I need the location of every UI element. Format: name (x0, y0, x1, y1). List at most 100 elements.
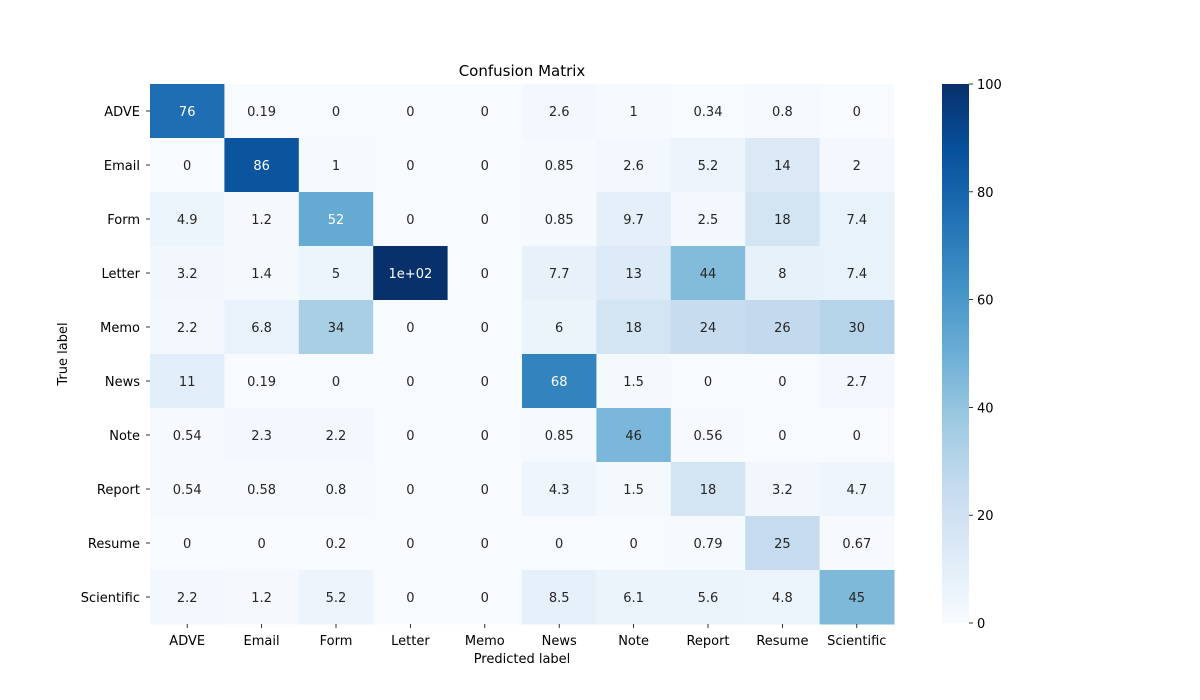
cell-value-label: 0 (406, 105, 414, 120)
heatmap-cell (670, 84, 746, 139)
heatmap-cell (447, 408, 523, 463)
cell-value-label: 26 (774, 321, 791, 336)
cell-value-label: 0 (778, 429, 786, 444)
heatmap-cell (522, 138, 597, 193)
heatmap-cell (298, 84, 374, 139)
heatmap-cell (298, 354, 374, 409)
heatmap-cell (224, 408, 300, 463)
heatmap-cell (596, 192, 672, 247)
heatmap-cell (670, 246, 746, 301)
colorbar-tick-label: 20 (977, 509, 994, 524)
heatmap-cell (670, 570, 746, 625)
heatmap-cell-labels: 76 0.19 0 0 0 2.6 1 0.34 0.8 00 86 1 0 0 0.85 2.6 5.2 14 2… (173, 105, 872, 606)
heatmap-cell (670, 192, 746, 247)
cell-value-label: 68 (551, 375, 568, 390)
cell-value-label: 0 (332, 105, 340, 120)
cell-value-label: 6.8 (251, 321, 272, 336)
cell-value-label: 24 (700, 321, 717, 336)
heatmap-cell (298, 246, 374, 301)
heatmap-cell (373, 192, 449, 247)
heatmap-cell (224, 84, 300, 139)
cell-value-label: 2.3 (251, 429, 272, 444)
cell-value-label: 9.7 (623, 213, 644, 228)
cell-value-label: 2.7 (846, 375, 867, 390)
heatmap-cell (596, 300, 672, 355)
heatmap-cell (447, 84, 523, 139)
heatmap-cell (298, 408, 374, 463)
heatmap-cell (150, 462, 225, 517)
heatmap-cell (819, 84, 895, 139)
heatmap-cell (596, 138, 672, 193)
heatmap-cell (447, 300, 523, 355)
cell-value-label: 1.4 (251, 267, 272, 282)
heatmap-cell (298, 570, 374, 625)
cell-value-label: 0.2 (326, 537, 347, 552)
heatmap-cell (447, 138, 523, 193)
cell-value-label: 11 (179, 375, 196, 390)
heatmap-cell (745, 354, 821, 409)
cell-value-label: 0.19 (247, 375, 276, 390)
heatmap-cell (745, 192, 821, 247)
y-axis: ADVE Email Form Letter Memo News Note Report Res… (81, 105, 150, 606)
y-tick-label: Scientific (81, 591, 140, 606)
cell-value-label: 0.54 (173, 429, 202, 444)
heatmap-cell (670, 462, 746, 517)
cell-value-label: 30 (849, 321, 866, 336)
cell-value-label: 18 (700, 483, 717, 498)
heatmap-cell (670, 138, 746, 193)
cell-value-label: 0 (406, 321, 414, 336)
heatmap-cell (819, 138, 895, 193)
cell-value-label: 0 (853, 429, 861, 444)
heatmap-cell (819, 354, 895, 409)
cell-value-label: 2.6 (623, 159, 644, 174)
cell-value-label: 0 (778, 375, 786, 390)
heatmap-cell (745, 84, 821, 139)
cell-value-label: 2.2 (177, 321, 198, 336)
x-axis-label: Predicted label (474, 652, 571, 667)
heatmap-cell (298, 300, 374, 355)
y-tick-label: Note (109, 429, 140, 444)
cell-value-label: 0 (481, 483, 489, 498)
cell-value-label: 0 (555, 537, 563, 552)
cell-value-label: 0 (183, 159, 191, 174)
heatmap-cell (447, 246, 523, 301)
cell-value-label: 5.2 (698, 159, 719, 174)
cell-value-label: 8.5 (549, 591, 570, 606)
heatmap-cell (819, 462, 895, 517)
cell-value-label: 0.19 (247, 105, 276, 120)
cell-value-label: 2.5 (698, 213, 719, 228)
cell-value-label: 8 (778, 267, 786, 282)
heatmap-cell (447, 192, 523, 247)
cell-value-label: 1 (629, 105, 637, 120)
cell-value-label: 0 (406, 537, 414, 552)
heatmap-cell (373, 246, 449, 301)
cell-value-label: 52 (328, 213, 345, 228)
cell-value-label: 0 (406, 213, 414, 228)
cell-value-label: 2 (853, 159, 861, 174)
y-tick-label: Email (104, 159, 140, 174)
heatmap-cell (150, 570, 225, 625)
heatmap-cell (447, 516, 523, 571)
cell-value-label: 3.2 (772, 483, 793, 498)
cell-value-label: 0.85 (545, 159, 574, 174)
heatmap-cell (373, 462, 449, 517)
heatmap-cell (447, 570, 523, 625)
cell-value-label: 4.8 (772, 591, 793, 606)
heatmap-cell (522, 570, 597, 625)
heatmap-cell (596, 462, 672, 517)
cell-value-label: 1.2 (251, 213, 272, 228)
heatmap-cell (522, 84, 597, 139)
heatmap-cell (745, 516, 821, 571)
heatmap-cell (298, 192, 374, 247)
chart-title: Confusion Matrix (459, 62, 586, 80)
colorbar-gradient (942, 84, 969, 623)
heatmap-cell (150, 246, 225, 301)
cell-value-label: 2.2 (326, 429, 347, 444)
cell-value-label: 0 (406, 591, 414, 606)
cell-value-label: 1.2 (251, 591, 272, 606)
y-axis-label: True label (56, 322, 71, 386)
heatmap-cell (596, 246, 672, 301)
x-axis: ADVE Email Form Letter Memo News Note Report Res… (169, 624, 886, 649)
cell-value-label: 25 (774, 537, 791, 552)
